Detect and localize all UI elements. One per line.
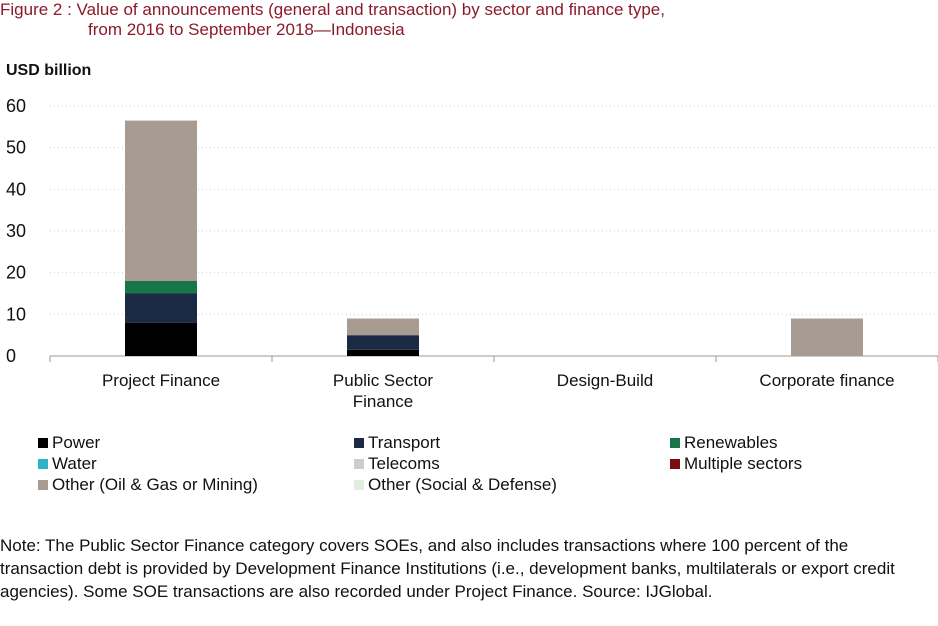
chart-title-line1: Figure 2 : Value of announcements (gener… xyxy=(0,0,665,19)
legend-swatch xyxy=(670,438,680,448)
x-tick-label: Design-Build xyxy=(557,371,653,390)
bar-segment xyxy=(347,318,419,336)
legend-item: Other (Oil & Gas or Mining) xyxy=(38,475,258,495)
chart-title: Figure 2 : Value of announcements (gener… xyxy=(0,0,900,40)
x-tick-label: Corporate finance xyxy=(759,371,894,390)
x-tick-label: Public Sector xyxy=(333,371,433,390)
y-tick-label: 10 xyxy=(6,304,26,324)
legend-label: Power xyxy=(52,433,101,452)
legend-item: Multiple sectors xyxy=(670,454,802,474)
y-tick-label: 20 xyxy=(6,263,26,283)
legend-label: Water xyxy=(52,454,97,473)
bar-segment xyxy=(125,120,197,281)
y-axis-label: USD billion xyxy=(6,62,92,79)
bar-segment xyxy=(791,318,863,356)
chart-title-line2: from 2016 to September 2018—Indonesia xyxy=(88,20,405,39)
x-tick-label: Project Finance xyxy=(102,371,220,390)
legend-item: Renewables xyxy=(670,433,778,453)
x-tick-label: Finance xyxy=(353,392,413,411)
bar-segment xyxy=(125,293,197,323)
y-tick-label: 0 xyxy=(6,346,16,366)
bar-segment xyxy=(125,281,197,294)
legend-label: Telecoms xyxy=(368,454,440,473)
y-tick-label: 50 xyxy=(6,138,26,158)
legend-label: Renewables xyxy=(684,433,778,452)
legend-label: Multiple sectors xyxy=(684,454,803,473)
legend-item: Telecoms xyxy=(354,454,440,474)
footnote: Note: The Public Sector Finance category… xyxy=(0,536,895,601)
legend-item: Other (Social & Defense) xyxy=(354,475,557,495)
bar-chart: 0 10 20 30 40 50 60 Project Finance Public Secto… xyxy=(6,96,938,411)
legend-item: Water xyxy=(38,454,97,474)
legend-swatch xyxy=(38,459,48,469)
bar-segment xyxy=(125,322,197,356)
legend-swatch xyxy=(354,480,364,490)
y-tick-label: 30 xyxy=(6,221,26,241)
legend-swatch xyxy=(354,438,364,448)
legend-item: Power xyxy=(38,433,100,453)
legend-swatch xyxy=(670,459,680,469)
legend-item: Transport xyxy=(354,433,440,453)
legend-swatch xyxy=(38,438,48,448)
legend-label: Transport xyxy=(368,433,441,452)
legend-label: Other (Social & Defense) xyxy=(368,475,557,494)
legend-swatch xyxy=(354,459,364,469)
legend-label: Other (Oil & Gas or Mining) xyxy=(52,475,258,494)
bar-segment xyxy=(347,335,419,350)
legend-swatch xyxy=(38,480,48,490)
bar-segment xyxy=(347,349,419,356)
y-tick-label: 60 xyxy=(6,96,26,116)
y-tick-label: 40 xyxy=(6,179,26,199)
